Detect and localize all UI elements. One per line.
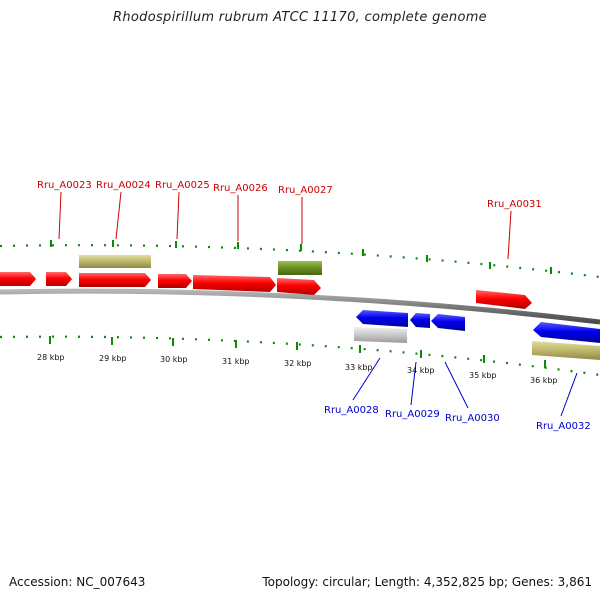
- scale-label-35kbp: 35 kbp: [469, 371, 497, 380]
- cds-arrow-rru-a0032[interactable]: [533, 322, 600, 343]
- gene-label-rru-a0032[interactable]: Rru_A0032: [536, 421, 591, 432]
- inner-major-ticks: [49, 336, 546, 368]
- map-title: Rhodospirillum rubrum ATCC 11170, comple…: [113, 10, 487, 25]
- gene-label-rru-a0023[interactable]: Rru_A0023: [37, 180, 92, 191]
- cds-arrow-forward[interactable]: [46, 272, 72, 286]
- gene-label-rru-a0030[interactable]: Rru_A0030: [445, 413, 500, 424]
- cds-arrow-forward[interactable]: [0, 272, 36, 286]
- gene-label-rru-a0026[interactable]: Rru_A0026: [213, 183, 268, 194]
- outer-major-ticks: [50, 240, 552, 274]
- gene-feature-rru-a0024[interactable]: [79, 255, 151, 268]
- gene-label-rru-a0024[interactable]: Rru_A0024: [96, 180, 151, 191]
- gene-feature-rru-a0028[interactable]: [354, 327, 407, 343]
- scale-label-30kbp: 30 kbp: [160, 355, 188, 364]
- gene-label-rru-a0027[interactable]: Rru_A0027: [278, 185, 333, 196]
- reverse-cds-track: [356, 310, 600, 343]
- inner-tick-arc: [0, 335, 600, 377]
- forward-label-leaders: [58, 191, 512, 260]
- cds-arrow-rru-a0027[interactable]: [277, 278, 321, 295]
- cds-arrow-rru-a0028[interactable]: [356, 310, 408, 327]
- cds-arrow-rru-a0024[interactable]: [79, 273, 151, 287]
- reverse-label-leaders: [352, 357, 578, 417]
- scale-label-34kbp: 34 kbp: [407, 366, 435, 375]
- forward-cds-track: [0, 272, 532, 309]
- cds-arrow-rru-a0029[interactable]: [410, 313, 430, 328]
- accession-text: Accession: NC_007643: [9, 575, 146, 589]
- gene-label-rru-a0025[interactable]: Rru_A0025: [155, 180, 210, 191]
- scale-label-32kbp: 32 kbp: [284, 359, 312, 368]
- cds-arrow-rru-a0030[interactable]: [431, 314, 465, 331]
- scale-label-28kbp: 28 kbp: [37, 353, 65, 362]
- gene-feature-rru-a0032[interactable]: [532, 341, 600, 360]
- cds-arrow-rru-a0031[interactable]: [476, 290, 532, 309]
- scale-label-33kbp: 33 kbp: [345, 363, 373, 372]
- gene-label-rru-a0031[interactable]: Rru_A0031: [487, 199, 542, 210]
- cds-arrow-rru-a0026[interactable]: [193, 275, 276, 292]
- cds-arrow-rru-a0025[interactable]: [158, 274, 192, 288]
- gene-label-rru-a0028[interactable]: Rru_A0028: [324, 405, 379, 416]
- scale-label-29kbp: 29 kbp: [99, 354, 127, 363]
- gene-feature-rru-a0027[interactable]: [278, 261, 322, 275]
- topology-text: Topology: circular; Length: 4,352,825 bp…: [262, 575, 592, 589]
- gene-label-rru-a0029[interactable]: Rru_A0029: [385, 409, 440, 420]
- genome-backbone: [0, 288, 600, 325]
- scale-label-31kbp: 31 kbp: [222, 357, 250, 366]
- scale-label-36kbp: 36 kbp: [530, 376, 558, 385]
